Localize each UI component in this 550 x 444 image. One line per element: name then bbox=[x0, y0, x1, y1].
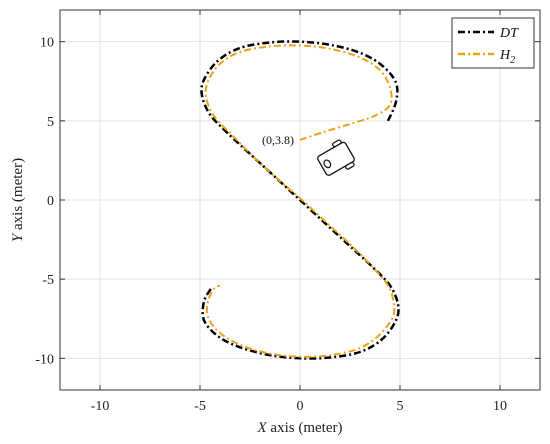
y-tick-label: 10 bbox=[40, 36, 54, 51]
x-tick-label: 10 bbox=[493, 399, 507, 414]
y-axis-label-var: Y bbox=[10, 232, 26, 242]
robot-caster-icon bbox=[323, 159, 332, 169]
x-tick-label: 5 bbox=[397, 399, 404, 414]
tick-labels: -10 -5 0 5 10 -10 -5 0 5 10 bbox=[35, 36, 507, 414]
series-line-h2 bbox=[204, 44, 396, 358]
x-axis-label-rest: axis (meter) bbox=[267, 420, 343, 436]
start-point-annotation: (0,3.8) bbox=[262, 133, 294, 147]
legend: DT H2 bbox=[451, 17, 535, 69]
legend-label-h2-main: H bbox=[499, 48, 511, 63]
tick-marks bbox=[60, 10, 540, 390]
series-layer bbox=[200, 40, 400, 360]
y-tick-label: 5 bbox=[47, 115, 54, 130]
robot-icon bbox=[317, 139, 355, 176]
robot-wheel-icon bbox=[332, 139, 342, 148]
y-axis-label-rest: axis (meter) bbox=[10, 158, 26, 234]
legend-box bbox=[451, 17, 535, 69]
x-tick-label: -10 bbox=[91, 399, 110, 414]
legend-label-dt: DT bbox=[499, 26, 519, 41]
x-tick-label: -5 bbox=[194, 399, 206, 414]
x-axis-label: X axis (meter) bbox=[257, 420, 343, 436]
legend-label-h2: H2 bbox=[499, 48, 515, 66]
robot-wheel-icon bbox=[345, 161, 355, 170]
x-axis-label-var: X bbox=[257, 420, 268, 436]
y-tick-label: -10 bbox=[35, 352, 54, 367]
legend-label-h2-sub: 2 bbox=[510, 55, 515, 66]
y-tick-label: 0 bbox=[47, 194, 54, 209]
x-tick-label: 0 bbox=[297, 399, 304, 414]
series-line-dt bbox=[200, 40, 400, 360]
y-axis-label: Y axis (meter) bbox=[10, 158, 26, 242]
y-tick-label: -5 bbox=[42, 273, 54, 288]
